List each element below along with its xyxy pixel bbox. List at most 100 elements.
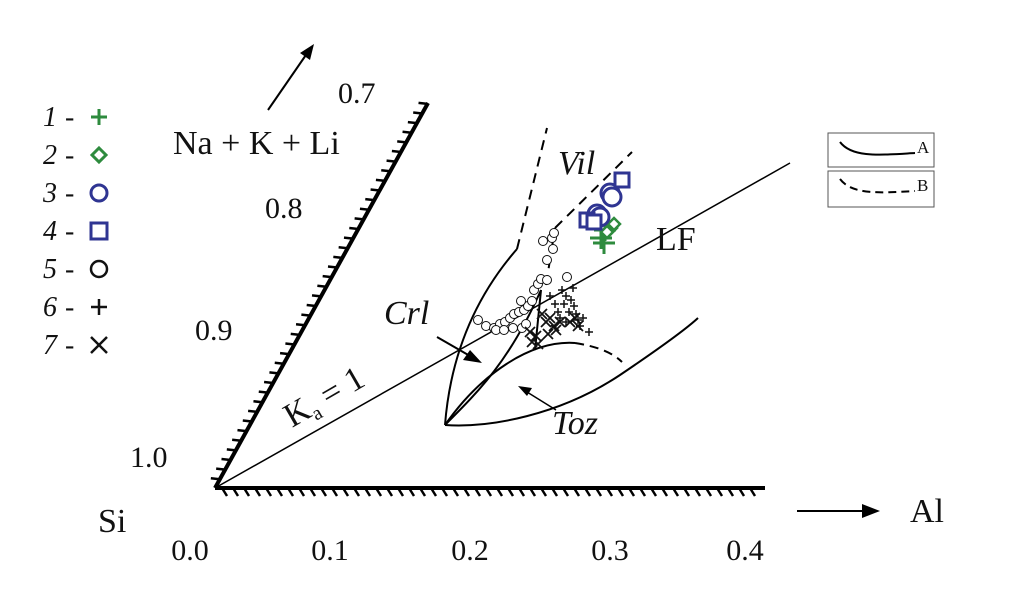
- legend-dash: -: [65, 216, 74, 247]
- al-arrowhead-icon: [862, 504, 880, 518]
- legend-item: 7-: [43, 330, 108, 361]
- toz-field-label: Toz: [552, 405, 598, 442]
- legend-dash: -: [65, 292, 74, 323]
- al-tick-label: 0.3: [591, 534, 629, 567]
- alk-axis-line: [213, 102, 430, 489]
- al-tick-labels: 0.0 0.1 0.2 0.3 0.4: [171, 534, 764, 567]
- small-plus-point: [556, 314, 564, 322]
- open-circle-point: [516, 296, 526, 306]
- blue-square-point: [585, 213, 603, 231]
- open-circle-point: [562, 272, 572, 282]
- blue-circle-point: [601, 186, 623, 208]
- cross-point: [542, 328, 554, 340]
- al-axis-label: Al: [910, 493, 944, 530]
- small-plus-point: [565, 308, 573, 316]
- blue-circle-icon: [89, 183, 109, 203]
- alk-tick-label: 0.9: [195, 314, 233, 347]
- alk-arrowhead-icon: [300, 44, 314, 60]
- small-plus-point: [546, 292, 554, 300]
- green-diamond-point: [606, 216, 622, 232]
- small-plus-point: [585, 328, 593, 336]
- green-diamond-point: [599, 224, 615, 240]
- vil-dashed-top: [554, 151, 633, 229]
- black-cross-icon: [90, 336, 108, 354]
- line-key-b: B: [827, 170, 935, 208]
- toz-upper-boundary: [444, 341, 576, 426]
- si-vertex-label: Si: [98, 503, 126, 540]
- black-plus-icon: [91, 299, 107, 315]
- open-circle-point: [508, 323, 518, 333]
- legend-number: 6: [43, 292, 57, 323]
- alk-tick-labels: 1.0 0.9 0.8 0.7: [130, 77, 376, 474]
- legend-number: 4: [43, 216, 57, 247]
- solid-line-sample: [839, 141, 916, 156]
- cross-point: [532, 338, 544, 350]
- open-circle-point: [542, 255, 552, 265]
- alk-tick-label: 0.8: [265, 192, 303, 225]
- legend-dash: -: [65, 140, 74, 171]
- black-circle-icon: [89, 259, 109, 279]
- line-key-b-label: B: [917, 176, 928, 195]
- line-key-a: A: [827, 132, 935, 168]
- cross-point: [572, 320, 584, 332]
- crl-arrowhead-icon: [463, 350, 482, 363]
- lf-field-label: LF: [656, 221, 696, 258]
- legend-item: 3-: [42, 178, 109, 209]
- legend-dash: -: [65, 254, 74, 285]
- small-plus-point: [570, 302, 578, 310]
- cross-point: [554, 316, 566, 328]
- al-axis-hatching: [220, 487, 757, 497]
- symbol-legend: 1 -2 -3 -4 -5 -6 -7-: [42, 102, 109, 361]
- dashed-line-sample: [839, 178, 916, 194]
- open-circle-point: [527, 296, 537, 306]
- cross-point: [550, 324, 562, 336]
- legend-item: 5-: [43, 254, 109, 285]
- legend-number: 2: [43, 140, 57, 171]
- legend-number: 7: [43, 330, 58, 361]
- open-circle-point: [473, 315, 483, 325]
- toz-dashed-boundary: [574, 342, 623, 363]
- open-circle-point: [542, 275, 552, 285]
- alk-tick-label: 0.7: [338, 77, 376, 110]
- blue-square-point: [613, 171, 631, 189]
- legend-item: 1-: [43, 102, 107, 133]
- cross-point: [526, 336, 538, 348]
- small-plus-point: [558, 286, 566, 294]
- vil-dashed-left: [516, 127, 548, 250]
- cross-point: [536, 308, 548, 320]
- sample-points: [473, 171, 631, 350]
- green-diamond-icon: [89, 145, 109, 165]
- al-tick-label: 0.0: [171, 534, 209, 567]
- alk-direction-arrow: [267, 51, 309, 111]
- legend-dash: -: [65, 178, 74, 209]
- crl-pointer-arrow: [436, 336, 471, 357]
- al-tick-label: 0.2: [451, 534, 489, 567]
- open-circle-point: [548, 244, 558, 254]
- inner-split-line: [534, 289, 542, 351]
- legend-number: 1: [43, 102, 57, 133]
- cross-point: [524, 326, 536, 338]
- cross-point: [544, 312, 556, 324]
- toz-pointer-arrow: [526, 391, 557, 411]
- alk-axis-hatching: [210, 101, 428, 481]
- small-plus-point: [562, 292, 570, 300]
- crl-field-boundary: [444, 248, 518, 426]
- small-plus-point: [551, 300, 559, 308]
- crl-field-label: Crl: [384, 295, 429, 332]
- alk-tick-label: 1.0: [130, 441, 168, 474]
- alk-axis-label: Na + K + Li: [173, 125, 340, 162]
- legend-number: 5: [43, 254, 57, 285]
- legend-item: 6-: [43, 292, 107, 323]
- al-tick-label: 0.1: [311, 534, 349, 567]
- toz-field-boundary: [444, 317, 699, 427]
- small-plus-point: [562, 318, 570, 326]
- legend-item: 4-: [43, 216, 109, 247]
- small-plus-point: [560, 300, 568, 308]
- legend-dash: -: [65, 102, 74, 133]
- toz-arrowhead-icon: [518, 386, 532, 396]
- open-circle-point: [538, 236, 548, 246]
- crl-inner-boundary: [444, 289, 542, 426]
- cross-point: [569, 312, 581, 324]
